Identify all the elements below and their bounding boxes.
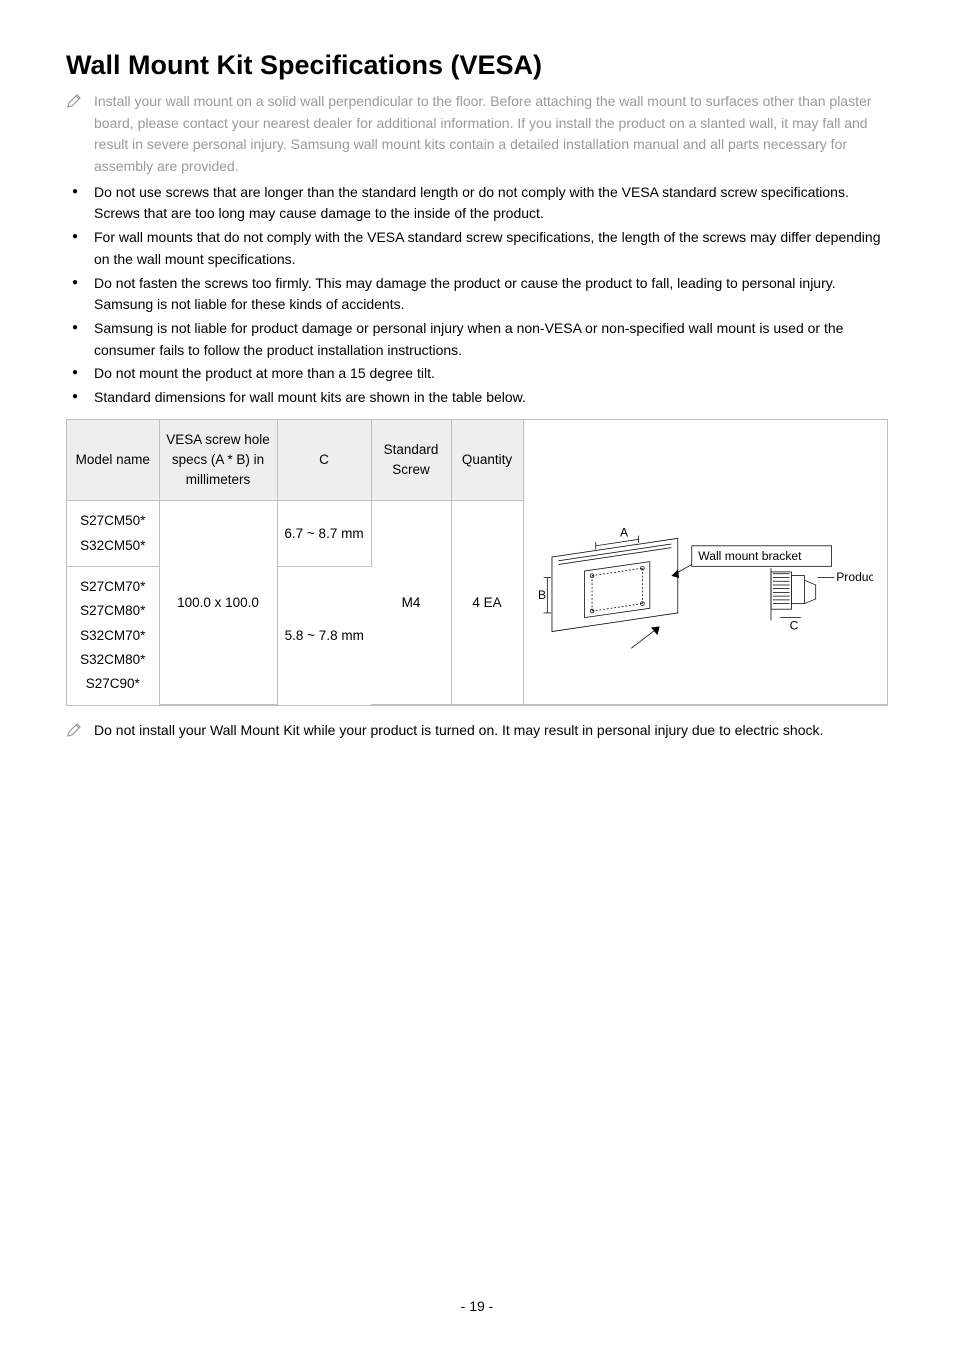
spec-table: Model name VESA screw hole specs (A * B)… [67, 420, 887, 705]
cell-qty: 4 EA [451, 501, 523, 705]
pencil-icon [66, 91, 94, 114]
footer-note: Do not install your Wall Mount Kit while… [66, 720, 888, 743]
th-diagram-blank [523, 420, 887, 501]
th-qty: Quantity [451, 420, 523, 501]
bullet-item: For wall mounts that do not comply with … [66, 227, 888, 270]
intro-note-text: Install your wall mount on a solid wall … [94, 91, 888, 178]
diagram-label-product: Product [836, 570, 873, 584]
diagram-label-c: C [789, 619, 798, 633]
th-screw: Standard Screw [371, 420, 451, 501]
cell-models-2: S27CM70* S27CM80* S32CM70* S32CM80* S27C… [67, 566, 159, 704]
bullet-item: Do not use screws that are longer than t… [66, 182, 888, 225]
cell-screw: M4 [371, 501, 451, 705]
bullet-item: Do not fasten the screws too firmly. Thi… [66, 273, 888, 316]
pencil-icon [66, 720, 94, 743]
cell-vesa: 100.0 x 100.0 [159, 501, 277, 705]
th-c: C [277, 420, 371, 501]
diagram-label-b: B [538, 588, 546, 602]
intro-note: Install your wall mount on a solid wall … [66, 91, 888, 178]
th-model: Model name [67, 420, 159, 501]
page-title: Wall Mount Kit Specifications (VESA) [66, 50, 888, 81]
bullet-item: Standard dimensions for wall mount kits … [66, 387, 888, 409]
th-vesa: VESA screw hole specs (A * B) in millime… [159, 420, 277, 501]
spec-table-wrap: Model name VESA screw hole specs (A * B)… [66, 419, 888, 706]
bullet-item: Samsung is not liable for product damage… [66, 318, 888, 361]
diagram-label-bracket: Wall mount bracket [698, 549, 802, 563]
cell-diagram: A B Wall mount bracket [523, 501, 887, 705]
footer-note-text: Do not install your Wall Mount Kit while… [94, 720, 888, 742]
bullet-item: Do not mount the product at more than a … [66, 363, 888, 385]
cell-c-2: 5.8 ~ 7.8 mm [277, 566, 371, 704]
bullet-list: Do not use screws that are longer than t… [66, 182, 888, 409]
table-row: S27CM50* S32CM50* 100.0 x 100.0 6.7 ~ 8.… [67, 501, 887, 567]
diagram-label-a: A [620, 526, 629, 540]
cell-models-1: S27CM50* S32CM50* [67, 501, 159, 567]
vesa-diagram: A B Wall mount bracket [538, 524, 874, 672]
page-number: - 19 - [0, 1298, 954, 1314]
cell-c-1: 6.7 ~ 8.7 mm [277, 501, 371, 567]
table-header-row: Model name VESA screw hole specs (A * B)… [67, 420, 887, 501]
